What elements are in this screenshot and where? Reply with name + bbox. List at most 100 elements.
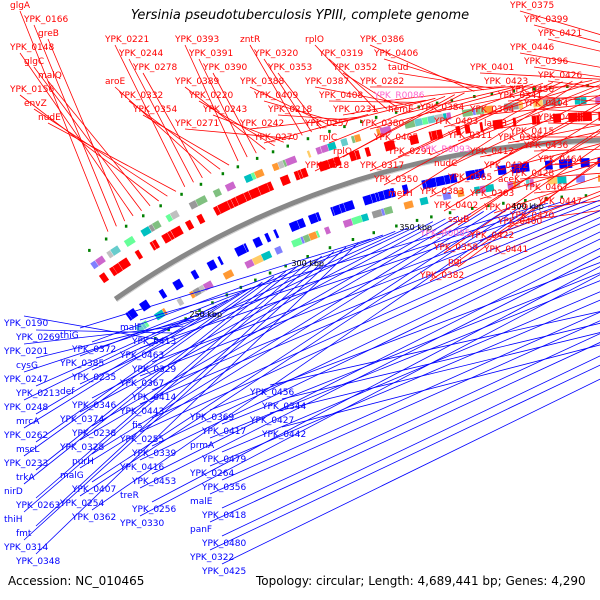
forward-gene-label: YPK_0409 [253, 91, 299, 101]
forward-gene-label: rplC [319, 133, 337, 143]
reverse-gene-32 [449, 173, 458, 184]
forward-gene-7 [161, 232, 172, 244]
forward-gene-label: YPK_0221 [104, 35, 149, 45]
forward-label-leader [328, 100, 417, 103]
forward-label-leader [142, 114, 230, 166]
forward-label-leader [397, 84, 524, 116]
forward-gene-label: YPK_0148 [9, 43, 55, 53]
forward-gene-label: YPK_0220 [188, 91, 234, 101]
forward-label-leader [19, 52, 134, 217]
reverse-gene-label: YPK_0344 [261, 402, 307, 412]
reverse-gene-31 [443, 174, 451, 185]
map-title: Yersinia pseudotuberculosis YPIII, compl… [130, 8, 470, 23]
reverse-gene-label: YPK_0322 [189, 553, 234, 563]
forward-label-leader [212, 114, 284, 143]
reverse-gene-8 [234, 244, 247, 257]
reverse-gene-label: YPK_0238 [71, 429, 117, 439]
forward-label-leader [263, 100, 340, 124]
inner-marker-dot-3 [198, 308, 201, 312]
forward-label-leader [342, 99, 426, 116]
forward-gene-label: YPK_0446 [509, 43, 555, 53]
forward-gene-label: YPK_0393 [174, 35, 219, 45]
forward-gene-21 [279, 174, 291, 186]
reverse-label-leader [139, 199, 600, 377]
reverse-label-leader [91, 211, 484, 455]
forward-gene-2 [112, 262, 123, 274]
reverse-label-leader [79, 231, 396, 357]
forward-label-leader [397, 72, 494, 89]
forward-cog-block-45 [532, 99, 544, 108]
forward-label-leader [314, 44, 378, 113]
forward-gene-label: YPK_0244 [118, 49, 164, 59]
inner-marker-dot-13 [372, 231, 375, 235]
forward-cog-block-25 [340, 138, 349, 147]
reverse-gene-12 [273, 229, 280, 239]
reverse-gene-2 [138, 299, 151, 312]
reverse-label-leader [269, 311, 600, 386]
forward-gene-label: YPK_0358 [433, 243, 479, 253]
forward-gene-label: YPK_0388 [239, 77, 285, 87]
forward-label-leader [198, 100, 275, 147]
forward-gene-label: YPK_0383 [419, 187, 464, 197]
reverse-gene-label: trkA [16, 473, 35, 483]
forward-gene-label: zntR [240, 35, 260, 45]
forward-label-leader [212, 72, 257, 154]
reverse-gene-label: YPK_0374 [59, 415, 105, 425]
reverse-label-leader [209, 262, 600, 411]
reverse-label-leader [35, 242, 359, 555]
forward-gene-label: YPK_0320 [253, 49, 299, 59]
forward-gene-17 [243, 191, 252, 202]
forward-gene-label: YPK_0257 [304, 119, 349, 129]
forward-gene-label: YPK_0403 [433, 117, 478, 127]
reverse-label-leader [91, 207, 510, 483]
marker-dot-13 [328, 129, 331, 133]
marker-dot-8 [236, 165, 240, 169]
forward-label-leader [277, 72, 322, 130]
forward-gene-23 [297, 169, 304, 180]
reverse-gene-18 [332, 204, 342, 216]
forward-cog-block-39 [475, 107, 482, 115]
forward-label-leader [493, 143, 600, 172]
forward-cog-block-10 [188, 200, 199, 210]
reverse-label-leader [139, 255, 600, 489]
forward-gene-label: YPK_0389 [174, 77, 220, 87]
reverse-gene-0 [125, 312, 133, 321]
forward-cog-block-17 [271, 162, 280, 172]
forward-gene-32 [408, 134, 420, 146]
reverse-gene-36 [497, 165, 507, 176]
reverse-gene-4 [172, 278, 184, 291]
forward-label-leader [479, 162, 600, 200]
scale-tick-label: 250 kbp [189, 310, 222, 319]
reverse-gene-label: YPK_0356 [201, 483, 247, 493]
forward-label-leader [328, 96, 446, 144]
reverse-gene-13 [288, 220, 300, 232]
forward-gene-label: YPK_0390 [202, 63, 248, 73]
reverse-gene-label: YPK_0348 [15, 557, 61, 567]
forward-label-leader [369, 44, 475, 92]
inner-marker-dot-16 [430, 215, 433, 219]
reverse-gene-3 [158, 288, 168, 299]
forward-gene-34 [430, 130, 438, 141]
reverse-label-leader [269, 332, 600, 414]
marker-dot-16 [374, 115, 378, 119]
forward-label-leader [114, 86, 212, 174]
inner-marker-dot-8 [268, 271, 272, 275]
forward-cog-block-41 [483, 105, 494, 114]
forward-gene-13 [217, 201, 231, 214]
forward-cog-block-19 [282, 159, 288, 167]
forward-gene-label: YPK_R0086 [373, 91, 425, 101]
scale-tick-label: 300 kbp [291, 259, 324, 268]
reverse-gene-20 [343, 200, 356, 212]
forward-gene-label: YPK_R0093 [419, 145, 470, 155]
inner-marker-dot-24 [584, 194, 588, 198]
reverse-gene-label: mrcA [16, 417, 40, 427]
reverse-gene-11 [264, 232, 272, 243]
forward-gene-label: YPK_0243 [202, 105, 247, 115]
forward-label-leader [33, 24, 117, 227]
inner-marker-dot-9 [284, 264, 287, 268]
forward-label-leader [47, 80, 151, 207]
forward-gene-label: YPK_0282 [359, 77, 404, 87]
reverse-gene-label: YPK_0414 [131, 393, 177, 403]
reverse-gene-label: mscL [16, 445, 39, 455]
